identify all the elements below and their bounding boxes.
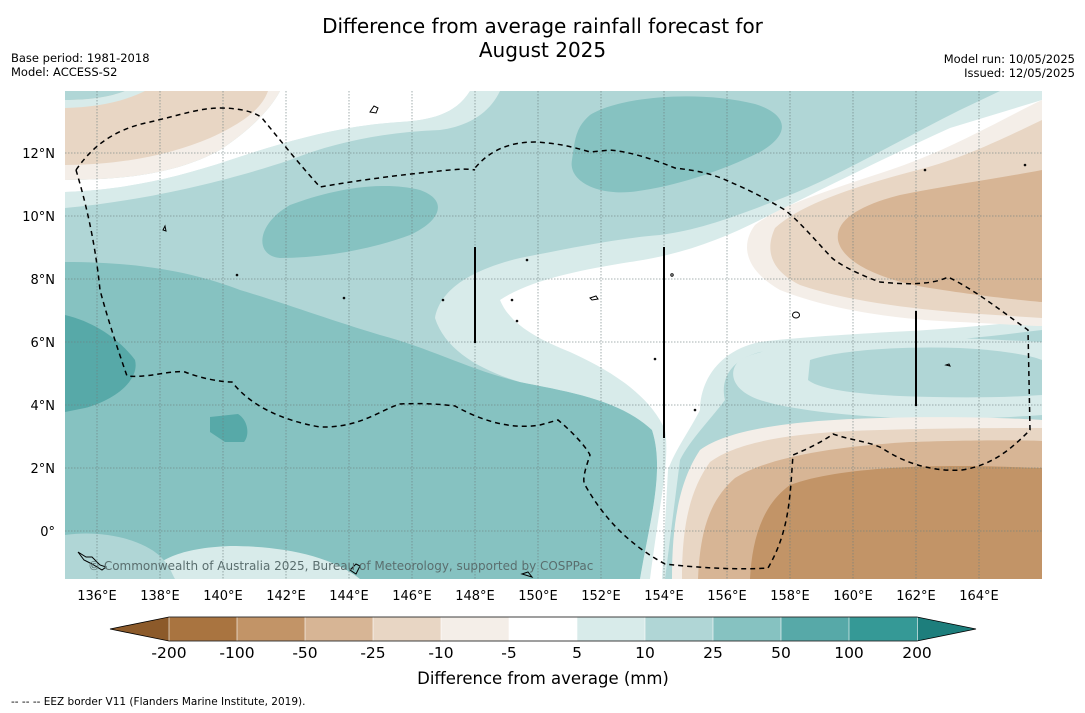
colorbar-tick: 5 — [572, 644, 582, 662]
x-tick-148e: 148°E — [455, 589, 495, 604]
x-tick-164e: 164°E — [959, 589, 999, 604]
x-tick-154e: 154°E — [644, 589, 684, 604]
y-axis: 12°N 10°N 8°N 6°N 4°N 2°N 0° — [22, 147, 55, 540]
colorbar-arrow-right — [917, 617, 976, 641]
x-tick-162e: 162°E — [896, 589, 936, 604]
field-neutral-north — [65, 91, 470, 192]
colorbar: -200 -100 -50 -25 -10 -5 5 10 25 50 100 200 Differe… — [109, 616, 977, 688]
x-tick-146e: 146°E — [392, 589, 432, 604]
boundary-lines — [474, 247, 917, 438]
y-tick-6n: 6°N — [31, 336, 56, 351]
field-25-50-north-b — [571, 96, 782, 193]
field-neg10-neg25-north — [65, 91, 268, 165]
colorbar-segment — [848, 616, 918, 642]
x-axis: 136°E 138°E 140°E 142°E 144°E 146°E 148°… — [77, 589, 999, 604]
field-10-25-east — [808, 347, 1042, 398]
colorbar-tick: 50 — [771, 644, 791, 662]
colorbar-tick: 10 — [635, 644, 655, 662]
colorbar-segment — [644, 616, 714, 642]
y-tick-0: 0° — [40, 525, 55, 540]
meta-right: Model run: 10/05/2025 Issued: 12/05/2025 — [944, 52, 1075, 80]
x-tick-160e: 160°E — [833, 589, 873, 604]
colorbar-tick: -10 — [428, 644, 453, 662]
x-tick-138e: 138°E — [140, 589, 180, 604]
y-tick-2n: 2°N — [31, 462, 56, 477]
y-tick-8n: 8°N — [31, 273, 56, 288]
field-10-25-corner — [65, 91, 125, 100]
colorbar-segment — [236, 616, 306, 642]
colorbar-segment — [576, 616, 646, 642]
field-neg25-neg50-east — [837, 170, 1042, 302]
colorbar-segment — [780, 616, 850, 642]
y-tick-10n: 10°N — [22, 210, 55, 225]
meta-left: Base period: 1981-2018 Model: ACCESS-S2 — [11, 51, 150, 79]
x-tick-144e: 144°E — [329, 589, 369, 604]
colorbar-arrow-left — [110, 617, 169, 641]
eez-borders — [75, 107, 1031, 570]
field-neg50-neg100-se — [750, 466, 1042, 579]
map-area: © Commonwealth of Australia 2025, Bureau… — [65, 91, 1042, 579]
base-period: Base period: 1981-2018 — [11, 51, 150, 65]
x-tick-156e: 156°E — [707, 589, 747, 604]
colorbar-segment — [712, 616, 782, 642]
field-10-25-southwest — [65, 533, 175, 579]
x-tick-140e: 140°E — [203, 589, 243, 604]
model-run: Model run: 10/05/2025 — [943, 52, 1075, 66]
y-tick-12n: 12°N — [22, 147, 55, 162]
colorbar-tick: -100 — [219, 644, 254, 662]
colorbar-tick: -5 — [501, 644, 516, 662]
issued-date: Issued: 12/05/2025 — [964, 66, 1075, 80]
x-tick-152e: 152°E — [581, 589, 621, 604]
colorbar-segment — [372, 616, 442, 642]
colorbar-tick: 25 — [703, 644, 723, 662]
colorbar-tick: 100 — [834, 644, 864, 662]
chart-title: Difference from average rainfall forecas… — [0, 14, 1085, 62]
field-50-100-patch — [210, 414, 248, 442]
colorbar-tick: -25 — [360, 644, 385, 662]
colorbar-tick: -200 — [151, 644, 186, 662]
title-line-2: August 2025 — [478, 38, 607, 62]
colorbar-label: Difference from average (mm) — [417, 669, 669, 688]
colorbar-segment — [168, 616, 238, 642]
field-5-10-corner — [65, 91, 145, 108]
x-tick-142e: 142°E — [266, 589, 306, 604]
y-tick-4n: 4°N — [31, 399, 56, 414]
model-name: Model: ACCESS-S2 — [11, 65, 118, 79]
field-50-100-west — [65, 315, 136, 412]
title-line-1: Difference from average rainfall forecas… — [322, 14, 763, 38]
colorbar-segment — [304, 616, 374, 642]
field-5-10-southwest — [145, 546, 360, 579]
islands — [77, 105, 1027, 578]
field-5-10-north — [65, 91, 500, 208]
colorbar-tick: 200 — [902, 644, 932, 662]
colorbar-tick: -50 — [292, 644, 317, 662]
x-tick-158e: 158°E — [770, 589, 810, 604]
x-tick-136e: 136°E — [77, 589, 117, 604]
field-25-50-north-a — [262, 185, 438, 258]
copyright-notice: © Commonwealth of Australia 2025, Bureau… — [88, 559, 593, 573]
footer-note: -- -- -- EEZ border V11 (Flanders Marine… — [11, 696, 306, 708]
colorbar-segment — [440, 616, 510, 642]
colorbar-segment — [508, 616, 578, 642]
x-tick-150e: 150°E — [518, 589, 558, 604]
